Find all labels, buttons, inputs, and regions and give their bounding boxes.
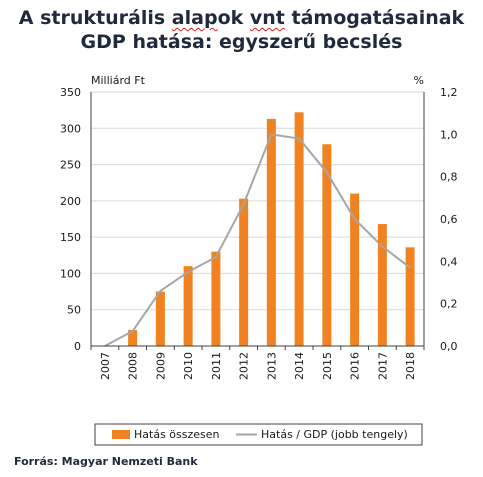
bar — [266, 118, 276, 346]
bar — [155, 291, 165, 346]
x-tick-label: 2011 — [210, 352, 223, 380]
bar — [377, 224, 387, 346]
x-tick-label: 2008 — [127, 352, 140, 380]
right-tick-label: 0,6 — [440, 213, 458, 226]
x-tick-label: 2016 — [349, 352, 362, 380]
gridlines — [91, 91, 424, 311]
left-tick-label: 350 — [60, 86, 81, 99]
left-tick-label: 50 — [67, 304, 81, 317]
x-tick-label: 2010 — [182, 352, 195, 380]
x-tick-label: 2014 — [293, 352, 306, 380]
bar — [183, 266, 193, 346]
bar — [128, 330, 138, 346]
right-tick-label: 0,0 — [440, 340, 458, 353]
chart-title: A strukturális alapok vnt támogatásainak… — [0, 6, 483, 54]
x-tick-label: 2015 — [321, 352, 334, 380]
title-part-1: A strukturális — [18, 7, 172, 29]
legend-swatch-bar — [112, 430, 130, 439]
left-tick-label: 300 — [60, 122, 81, 135]
series-line — [104, 133, 411, 347]
bar — [405, 247, 415, 346]
bar — [322, 144, 332, 346]
bar — [350, 193, 360, 346]
right-tick-label: 0,8 — [440, 171, 458, 184]
legend-label-bar: Hatás összesen — [134, 428, 220, 441]
right-tick-label: 0,2 — [440, 298, 458, 311]
x-tick-label: 2007 — [99, 352, 112, 380]
legend: Hatás összesen Hatás / GDP (jobb tengely… — [94, 423, 423, 446]
title-part-3: ok — [217, 7, 250, 29]
line-series — [104, 133, 411, 347]
chart-title-line-1: A strukturális alapok vnt támogatásainak — [0, 6, 483, 30]
left-tick-label: 150 — [60, 231, 81, 244]
right-tick-label: 1,2 — [440, 86, 458, 99]
x-tick-label: 2012 — [238, 352, 251, 380]
bar — [294, 112, 304, 346]
legend-label-line: Hatás / GDP (jobb tengely) — [261, 428, 408, 441]
axes: 0 50 100 150 200 250 300 350 0,0 0,2 0,4 0,6 0,8 1,0 1… — [60, 86, 458, 380]
right-tick-label: 0,4 — [440, 255, 458, 268]
left-tick-label: 200 — [60, 195, 81, 208]
left-tick-label: 0 — [74, 340, 81, 353]
x-tick-label: 2017 — [376, 352, 389, 380]
bar — [239, 198, 249, 346]
left-tick-label: 100 — [60, 267, 81, 280]
title-part-4: vnt — [249, 7, 285, 29]
left-axis-label: Milliárd Ft — [91, 74, 146, 87]
left-tick-label: 250 — [60, 159, 81, 172]
bar-series — [128, 112, 415, 346]
x-tick-label: 2009 — [154, 352, 167, 380]
source-note: Forrás: Magyar Nemzeti Bank — [14, 455, 198, 468]
right-tick-label: 1,0 — [440, 128, 458, 141]
x-tick-label: 2013 — [265, 352, 278, 380]
right-axis-label: % — [414, 74, 424, 87]
chart-title-line-2: GDP hatása: egyszerű becslés — [80, 31, 403, 53]
bar — [211, 251, 221, 346]
legend-box — [94, 423, 423, 446]
title-part-5: támogatásainak — [284, 7, 465, 29]
x-tick-label: 2018 — [404, 352, 417, 380]
title-part-2: alap — [171, 7, 218, 29]
